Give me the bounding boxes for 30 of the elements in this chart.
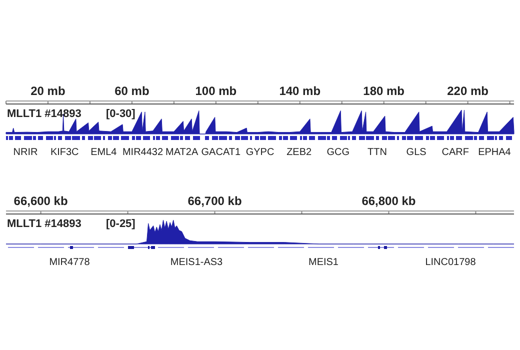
text: EML4 [90, 147, 118, 158]
text: EPHA4 [478, 147, 512, 158]
text: CARF [442, 147, 469, 158]
text: GCG [326, 147, 350, 158]
chart-title: MLLT1 #14893 [7, 218, 82, 230]
text: MIR4778 [49, 257, 90, 268]
x-tick-label: 60 mb [114, 84, 150, 98]
x-tick-label: 66,600 kb [14, 194, 68, 208]
text: ZEB2 [286, 147, 312, 158]
y-axis-title: [0-30] [106, 108, 136, 120]
x-tick-label: 100 mb [195, 84, 237, 98]
text: MIR4432 [122, 147, 164, 158]
text: MEIS1-AS3 [170, 257, 224, 268]
text: LINC01798 [425, 257, 476, 268]
text: GACAT1 [201, 147, 241, 158]
x-tick-label: 20 mb [30, 84, 66, 98]
text: KIF3C [50, 147, 79, 158]
text: TTN [368, 147, 387, 158]
chart-title: MLLT1 #14893 [7, 108, 82, 120]
y-axis-title: [0-25] [106, 218, 136, 230]
x-tick-label: 66,700 kb [188, 194, 242, 208]
text: MEIS1 [308, 257, 339, 268]
x-tick-label: 140 mb [279, 84, 321, 98]
text: MAT2A [166, 147, 198, 158]
text: GYPC [246, 147, 274, 158]
text: GLS [406, 147, 427, 158]
x-tick-label: 66,800 kb [362, 194, 416, 208]
text: NRIR [13, 147, 38, 158]
x-tick-label: 180 mb [363, 84, 405, 98]
x-tick-label: 220 mb [447, 84, 488, 98]
